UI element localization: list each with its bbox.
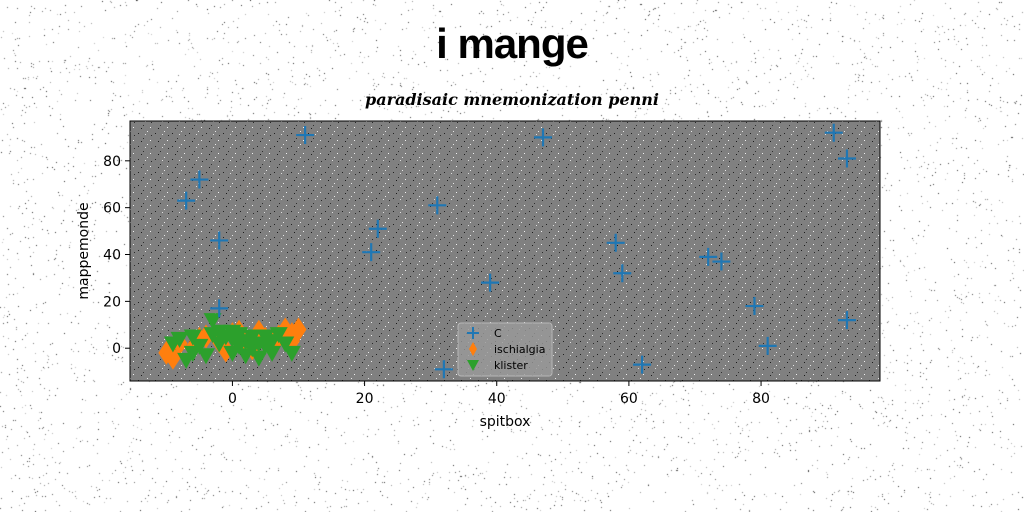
point-klister xyxy=(170,331,189,348)
point-klister xyxy=(183,329,202,346)
point-c xyxy=(428,196,447,215)
point-c xyxy=(481,273,500,292)
legend-label-klister: klister xyxy=(494,359,528,372)
point-c xyxy=(177,191,196,210)
y-tick-label: 0 xyxy=(112,341,121,357)
chart-axes: 0 20 40 60 80 0 20 40 60 80 xyxy=(103,154,770,407)
point-c xyxy=(745,297,764,316)
y-axis-label: mappemonde xyxy=(76,202,92,299)
point-c xyxy=(210,231,229,250)
point-c xyxy=(210,299,229,318)
x-axis-label: spitbox xyxy=(480,414,531,430)
point-c xyxy=(190,170,209,189)
point-klister xyxy=(210,324,229,341)
point-klister xyxy=(282,345,301,362)
chart-marks xyxy=(158,123,856,379)
point-c xyxy=(837,311,856,330)
y-tick-label: 40 xyxy=(103,248,121,264)
x-tick-label: 0 xyxy=(228,391,237,407)
point-c xyxy=(837,149,856,168)
point-c xyxy=(296,126,315,145)
x-tick-label: 20 xyxy=(356,391,374,407)
y-tick-label: 60 xyxy=(103,201,121,217)
point-klister xyxy=(249,350,268,367)
point-c xyxy=(434,360,453,379)
legend-box xyxy=(457,322,553,377)
point-c xyxy=(368,219,387,238)
point-klister xyxy=(263,345,282,362)
point-klister xyxy=(203,313,222,330)
legend-marker-c xyxy=(467,327,479,339)
y-tick-label: 80 xyxy=(103,154,121,170)
point-c xyxy=(699,247,718,266)
chart-subtitle: paradisaic mnemonization penni xyxy=(365,90,659,109)
point-klister xyxy=(276,336,295,353)
point-klister xyxy=(223,324,242,341)
chart-title: i mange xyxy=(436,20,589,67)
legend-label-c: C xyxy=(494,327,502,340)
point-c xyxy=(824,123,843,142)
y-tick-label: 20 xyxy=(103,294,121,310)
x-tick-label: 60 xyxy=(620,391,638,407)
point-c xyxy=(712,252,731,271)
point-klister xyxy=(269,327,288,344)
legend-marker-klister xyxy=(467,360,479,371)
point-klister xyxy=(196,348,215,365)
plot-frame xyxy=(129,120,881,382)
point-c xyxy=(362,243,381,262)
x-tick-label: 80 xyxy=(752,391,770,407)
point-c xyxy=(533,128,552,147)
point-c xyxy=(633,355,652,374)
point-c xyxy=(613,264,632,283)
legend-marker-ischialgia xyxy=(469,342,477,356)
legend-label-ischialgia: ischialgia xyxy=(494,343,545,356)
point-klister xyxy=(183,345,202,362)
point-c xyxy=(606,233,625,252)
point-c xyxy=(758,336,777,355)
x-tick-label: 40 xyxy=(488,391,506,407)
